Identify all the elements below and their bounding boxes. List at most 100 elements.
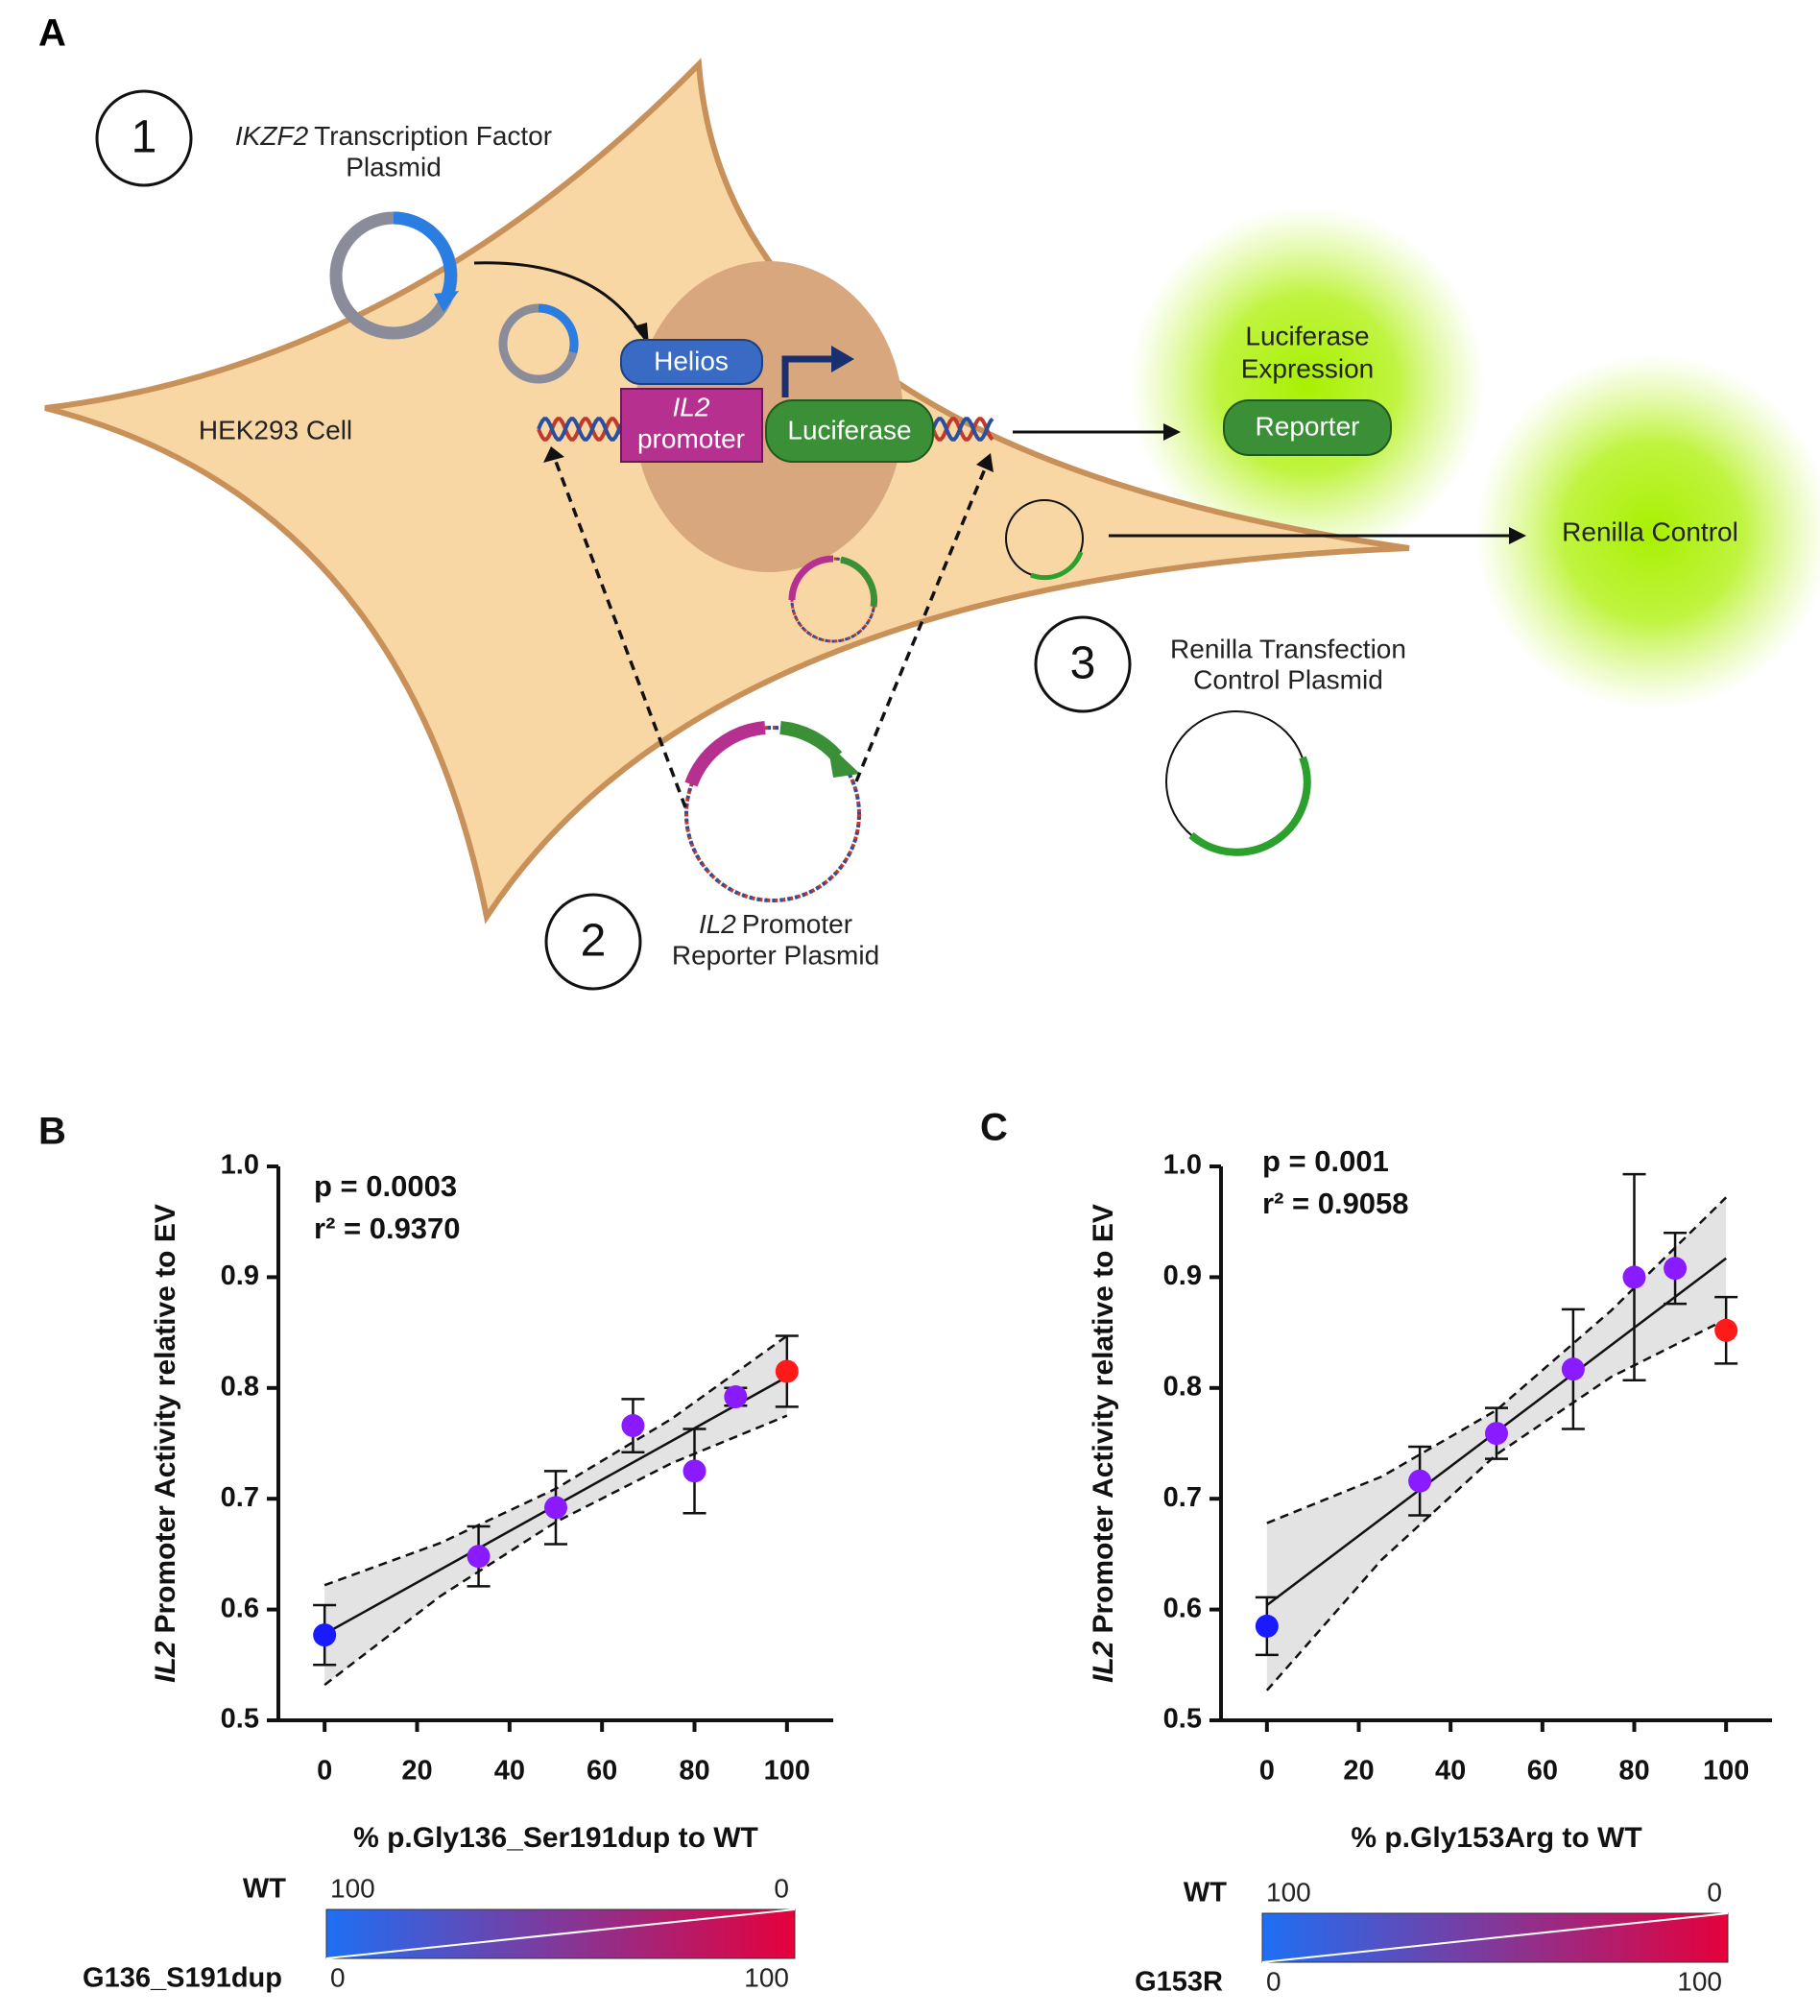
helios-label: Helios [654,346,729,375]
arrowhead [434,291,459,312]
reporter-box [1223,399,1392,456]
gradient-tick-label: 100 [744,1962,789,1992]
panel-a: A HEK293 Cell 1 IKZF2 Transcription Facto… [38,12,1820,991]
y-tick-label: 0.8 [1163,1371,1202,1402]
y-tick-label: 0.5 [221,1704,259,1735]
y-tick-label: 0.8 [221,1371,259,1402]
point [1714,1318,1738,1342]
x-tick-label: 100 [764,1756,810,1787]
y-axis-label: IL2 Promoter Activity relative to EV [150,1204,181,1683]
y-tick-label: 0.5 [1163,1704,1202,1735]
title-text: Transcription Factor [314,121,552,151]
x-tick-label: 20 [401,1756,432,1787]
step-title: IKZF2 Transcription Factor [235,121,552,151]
y-axis-label-text: Promoter Activity relative to EV [150,1204,181,1633]
step-circle [1034,615,1132,713]
renilla-label: Renilla Control [1562,516,1738,546]
confidence-line [1266,1196,1728,1524]
step-circle [544,893,642,991]
arrowhead [543,446,564,463]
annotation: p = 0.0003 [314,1169,457,1203]
expression-label: Expression [1241,353,1375,383]
chart: C IL2 Promoter Activity relative to EV 0.5 0… [980,1107,1772,1998]
plasmid-gene [538,303,579,354]
annotation: p = 0.001 [1262,1144,1389,1178]
helios-box [620,339,763,385]
promoter-label: IL2 [673,392,710,421]
plasmid-gene [1188,756,1311,856]
gradient-tick-label: 0 [1266,1966,1281,1996]
x-tick-label: 100 [1703,1756,1749,1787]
renilla-glow [1475,354,1820,709]
x-tick-label: 60 [587,1756,617,1787]
point [1622,1265,1646,1289]
y-tick-label: 0.9 [221,1260,259,1291]
plasmid [684,726,861,902]
step-number: 1 [132,112,157,163]
step-title: Renilla Transfection [1170,634,1406,663]
point [544,1496,567,1520]
reporter-label: Reporter [1256,411,1360,441]
arrow [473,261,643,335]
dashed-arrow [553,458,687,808]
y-axis-label-text: Promoter Activity relative to EV [1088,1204,1119,1633]
annotation: r² = 0.9058 [1262,1187,1409,1220]
y-tick-label: 0.7 [1163,1482,1202,1513]
gradient-bottom-label: G153R [1135,1967,1223,1998]
x-tick-label: 40 [1435,1756,1466,1787]
gradient-tick-label: 0 [1707,1877,1722,1907]
step-circle [95,89,193,187]
step-title: Control Plasmid [1193,664,1383,694]
arrowhead [827,743,860,778]
point [775,1359,799,1383]
x-tick-label: 60 [1527,1756,1558,1787]
dna-strand [931,417,994,442]
point [467,1545,491,1569]
promoter-arrow [781,355,833,397]
gradient-top-label: WT [243,1874,286,1905]
y-tick-label: 1.0 [1163,1150,1202,1181]
gradient-tick-label: 0 [330,1962,346,1992]
x-axis-label: % p.Gly153Arg to WT [1351,1822,1641,1854]
expression-label: Luciferase [1245,321,1369,350]
y-axis-label-italic: IL2 [150,1641,181,1683]
y-axis-label-italic: IL2 [1088,1641,1119,1683]
gradient-divider [325,1908,796,1959]
gradient-tick-label: 100 [330,1873,375,1903]
x-tick-label: 0 [317,1756,332,1787]
plasmid-gene [393,211,457,302]
point [1408,1469,1432,1493]
plasmid-gene [840,556,878,608]
promoter-box [620,388,763,463]
point [1561,1357,1585,1381]
panel-label: B [38,1111,66,1153]
annotation: r² = 0.9370 [314,1212,461,1245]
x-axis-label: % p.Gly136_Ser191dup to WT [353,1822,758,1854]
point [313,1623,337,1647]
y-tick-label: 0.6 [221,1593,259,1623]
luciferase-box [765,399,934,463]
plasmid-gene [684,721,766,787]
gradient-tick-label: 0 [774,1873,789,1903]
plasmid-gene [788,555,834,601]
x-tick-label: 20 [1343,1756,1374,1787]
y-axis-label: IL2 Promoter Activity relative to EV [1088,1204,1119,1683]
point [1485,1422,1508,1446]
point [724,1385,748,1409]
confidence-line [323,1334,788,1587]
point [1664,1257,1688,1281]
x-tick-label: 80 [679,1756,709,1787]
dna-strand [931,417,994,442]
luciferase-label: Luciferase [787,415,911,444]
gradient-tick-label: 100 [1677,1966,1722,1996]
y-tick-label: 1.0 [221,1150,259,1181]
italic-name: IKZF2 [235,121,309,151]
plasmid-gene [779,721,843,761]
point [1255,1614,1279,1638]
arrowhead [831,346,854,372]
gradient-divider [1261,1912,1729,1963]
dna-strand [537,417,623,442]
arrowhead [1163,423,1181,441]
point [682,1459,706,1483]
